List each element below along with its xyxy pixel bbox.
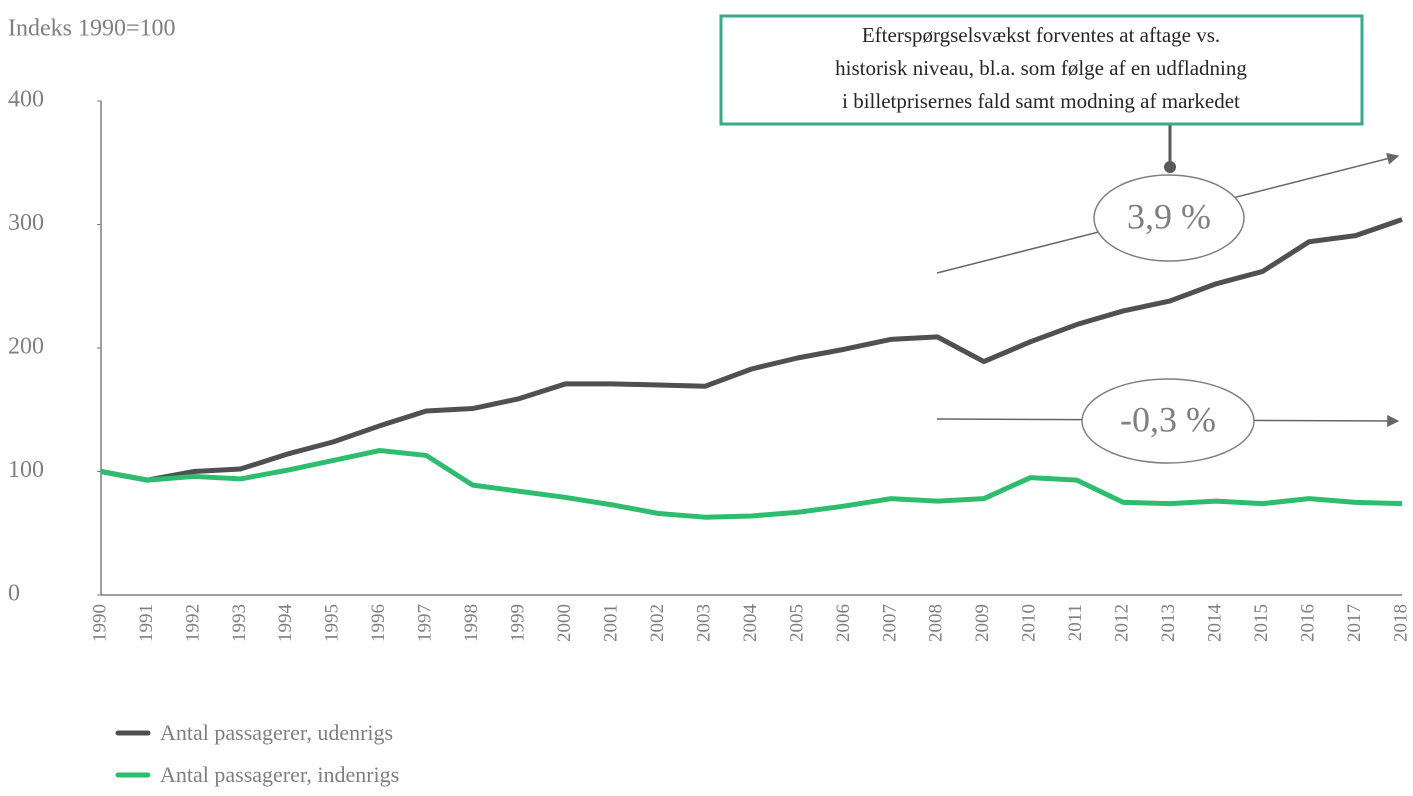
x-tick-label: 2003 bbox=[693, 604, 714, 642]
note-line: i billetprisernes fald samt modning af m… bbox=[842, 89, 1240, 113]
y-tick-label: 100 bbox=[8, 457, 44, 483]
growth-label: 3,9 % bbox=[1127, 196, 1211, 236]
note-line: historisk niveau, bl.a. som følge af en … bbox=[835, 56, 1247, 80]
legend-label: Antal passagerer, udenrigs bbox=[160, 720, 393, 745]
y-tick-label: 0 bbox=[8, 581, 20, 607]
y-tick-label: 200 bbox=[8, 334, 44, 360]
x-tick-label: 2018 bbox=[1390, 604, 1411, 642]
x-tick-label: 1998 bbox=[461, 604, 482, 642]
x-tick-label: 2004 bbox=[740, 604, 761, 643]
growth-label: -0,3 % bbox=[1120, 399, 1216, 439]
x-tick-label: 2002 bbox=[647, 604, 668, 642]
x-tick-label: 1996 bbox=[368, 604, 389, 642]
x-tick-label: 2011 bbox=[1065, 604, 1086, 641]
series-line bbox=[100, 217, 1403, 483]
x-tick-label: 1990 bbox=[89, 604, 110, 642]
callout-dot bbox=[1164, 161, 1176, 173]
x-tick-label: 1993 bbox=[229, 604, 250, 642]
x-tick-label: 2005 bbox=[786, 604, 807, 642]
x-tick-label: 2009 bbox=[972, 604, 993, 642]
y-tick-label: 400 bbox=[8, 87, 44, 113]
x-tick-label: 2014 bbox=[1205, 604, 1226, 643]
x-tick-label: 2007 bbox=[879, 604, 900, 642]
y-axis-label: Indeks 1990=100 bbox=[8, 16, 176, 42]
note-line: Efterspørgselsvækst forventes at aftage … bbox=[862, 23, 1220, 47]
x-tick-label: 1994 bbox=[275, 604, 296, 643]
x-tick-label: 2001 bbox=[600, 604, 621, 642]
growth-ellipse bbox=[1093, 174, 1245, 262]
growth-ellipse bbox=[1081, 378, 1255, 464]
x-tick-label: 1999 bbox=[508, 604, 529, 642]
x-tick-label: 2017 bbox=[1344, 604, 1365, 642]
x-tick-label: 2012 bbox=[1112, 604, 1133, 642]
x-tick-label: 1997 bbox=[415, 604, 436, 642]
x-tick-label: 2006 bbox=[833, 604, 854, 642]
x-tick-label: 2013 bbox=[1158, 604, 1179, 642]
x-tick-label: 1991 bbox=[136, 604, 157, 642]
legend-label: Antal passagerer, indenrigs bbox=[160, 762, 399, 787]
x-tick-label: 1995 bbox=[322, 604, 343, 642]
x-tick-label: 2010 bbox=[1019, 604, 1040, 642]
x-tick-label: 2000 bbox=[554, 604, 575, 642]
x-tick-label: 1992 bbox=[182, 604, 203, 642]
x-tick-label: 2008 bbox=[926, 604, 947, 642]
y-tick-label: 300 bbox=[8, 210, 44, 236]
series-line bbox=[100, 448, 1403, 520]
x-tick-label: 2015 bbox=[1251, 604, 1272, 642]
x-tick-label: 2016 bbox=[1297, 604, 1318, 642]
note-box bbox=[719, 14, 1364, 126]
